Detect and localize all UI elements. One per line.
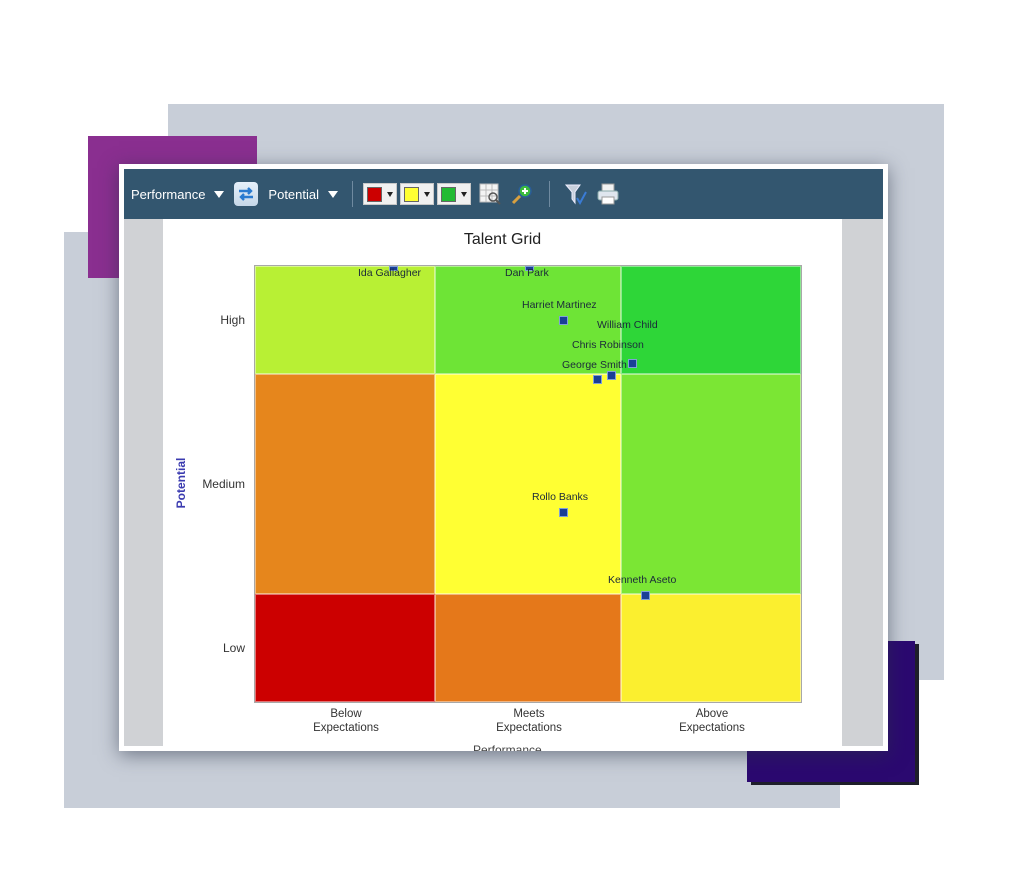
green-swatch-icon <box>441 186 457 202</box>
print-button[interactable] <box>595 181 621 207</box>
zoom-in-icon <box>511 184 532 205</box>
x-label-above: Above Expectations <box>637 707 787 735</box>
nine-box-grid: Ida Gallagher Dan Park Harriet Martinez … <box>254 265 802 703</box>
grid-magnify-icon <box>479 183 501 205</box>
cell-low-above[interactable] <box>621 594 801 702</box>
cell-high-above[interactable] <box>621 266 801 374</box>
point-dan-park[interactable] <box>525 266 534 271</box>
label-rollo-banks: Rollo Banks <box>532 491 589 503</box>
chevron-down-icon <box>387 191 394 197</box>
red-swatch-icon <box>367 186 383 202</box>
label-kenneth-aseto: Kenneth Aseto <box>608 574 677 586</box>
printer-icon <box>597 183 619 205</box>
label-chris-robinson: Chris Robinson <box>572 339 644 351</box>
x-label-above-line2: Expectations <box>679 722 745 734</box>
y-label-high: High <box>220 313 245 327</box>
x-label-meets: Meets Expectations <box>454 707 604 735</box>
left-gutter <box>124 219 163 746</box>
y-axis-dropdown-caret-icon[interactable] <box>328 190 339 198</box>
x-axis-dropdown-caret-icon[interactable] <box>214 190 225 198</box>
y-label-medium: Medium <box>202 477 245 491</box>
swap-axes-button[interactable] <box>234 182 259 206</box>
label-william-child: William Child <box>597 319 658 331</box>
right-gutter <box>842 219 883 746</box>
yellow-swatch-icon <box>404 186 420 202</box>
chevron-down-icon <box>424 191 431 197</box>
filter-icon <box>564 184 587 206</box>
point-chris-robinson[interactable] <box>607 371 616 380</box>
cell-medium-above[interactable] <box>621 374 801 594</box>
label-harriet-martinez: Harriet Martinez <box>522 299 597 311</box>
x-label-below-line2: Expectations <box>313 722 379 734</box>
y-label-low: Low <box>222 641 245 655</box>
label-george-smith: George Smith <box>562 359 627 371</box>
point-george-smith[interactable] <box>593 375 602 384</box>
x-label-meets-line2: Expectations <box>496 722 562 734</box>
point-rollo-banks[interactable] <box>559 508 568 517</box>
chevron-down-icon <box>461 191 468 197</box>
talent-grid-chart: Talent Grid Potential High Medium Low Id… <box>163 221 842 751</box>
point-ida-gallagher[interactable] <box>389 266 398 271</box>
high-color-picker[interactable] <box>437 183 472 205</box>
toolbar-separator <box>549 181 551 207</box>
point-william-child[interactable] <box>628 359 637 368</box>
x-axis-title: Performance <box>473 743 542 751</box>
chart-title: Talent Grid <box>463 231 542 248</box>
x-axis-select-label[interactable]: Performance <box>131 186 206 202</box>
mid-color-picker[interactable] <box>400 183 435 205</box>
toolbar-separator <box>352 181 354 207</box>
x-label-meets-line1: Meets <box>513 708 545 720</box>
x-label-below: Below Expectations <box>271 707 421 735</box>
app-window: Performance Potential <box>119 164 888 751</box>
y-axis-select-label[interactable]: Potential <box>268 186 320 202</box>
label-dan-park: Dan Park <box>505 267 549 279</box>
x-label-above-line1: Above <box>695 708 729 720</box>
toolbar: Performance Potential <box>124 169 883 219</box>
filter-button[interactable] <box>563 181 589 207</box>
cell-high-meets[interactable] <box>435 266 621 374</box>
cell-medium-below[interactable] <box>255 374 435 594</box>
cell-low-meets[interactable] <box>435 594 621 702</box>
cell-high-below[interactable] <box>255 266 435 374</box>
point-harriet-martinez[interactable] <box>559 316 568 325</box>
cell-medium-meets[interactable] <box>435 374 621 594</box>
point-kenneth-aseto[interactable] <box>641 591 650 600</box>
grid-zoom-button[interactable] <box>477 181 503 207</box>
label-ida-gallagher: Ida Gallagher <box>358 267 422 279</box>
swap-arrows-icon <box>239 187 254 201</box>
low-color-picker[interactable] <box>363 183 398 205</box>
x-label-below-line1: Below <box>330 708 362 720</box>
cell-low-below[interactable] <box>255 594 435 702</box>
zoom-in-button[interactable] <box>509 181 535 207</box>
